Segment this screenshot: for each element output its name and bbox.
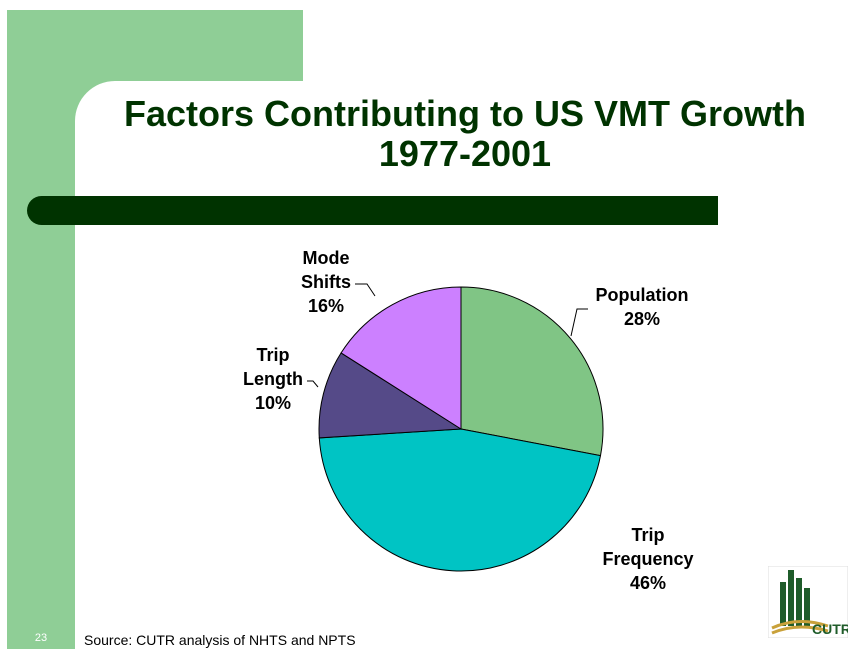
logo-text: CUTR xyxy=(812,621,848,637)
slice-label-line: Length xyxy=(243,369,303,389)
pie-slice-2 xyxy=(318,352,463,439)
slice-label-line: Frequency xyxy=(602,549,693,569)
slice-label-line: 46% xyxy=(630,573,666,593)
slide-title: Factors Contributing to US VMT Growth 19… xyxy=(75,94,855,174)
slice-label-line: 28% xyxy=(624,309,660,329)
leader-line-2 xyxy=(307,380,319,388)
slice-label-0: Population 28% xyxy=(596,285,689,329)
slice-label-line: Population xyxy=(596,285,689,305)
pie-slice-0 xyxy=(460,286,604,457)
pie-slice-3 xyxy=(340,286,462,430)
slice-label-line: 16% xyxy=(308,296,344,316)
cutr-logo: CUTR xyxy=(768,566,848,638)
slice-label-line: Shifts xyxy=(301,272,351,292)
leader-line-3 xyxy=(355,283,376,297)
source-note: Source: CUTR analysis of NHTS and NPTS xyxy=(84,632,356,648)
title-line-2: 1977-2001 xyxy=(378,133,552,174)
title-line-1: Factors Contributing to US VMT Growth xyxy=(124,93,806,134)
title-divider-bar xyxy=(27,196,718,225)
slice-label-line: Mode xyxy=(303,248,350,268)
slice-label-2: Trip Length 10% xyxy=(243,345,303,413)
pie-slice-1 xyxy=(318,428,602,572)
slice-label-line: 10% xyxy=(255,393,291,413)
slice-label-line: Trip xyxy=(631,525,664,545)
slide-number: 23 xyxy=(34,632,48,644)
slice-label-1: Trip Frequency 46% xyxy=(602,525,693,593)
slice-label-line: Trip xyxy=(256,345,289,365)
leader-line-0 xyxy=(570,308,588,337)
slice-label-3: Mode Shifts 16% xyxy=(301,248,351,316)
